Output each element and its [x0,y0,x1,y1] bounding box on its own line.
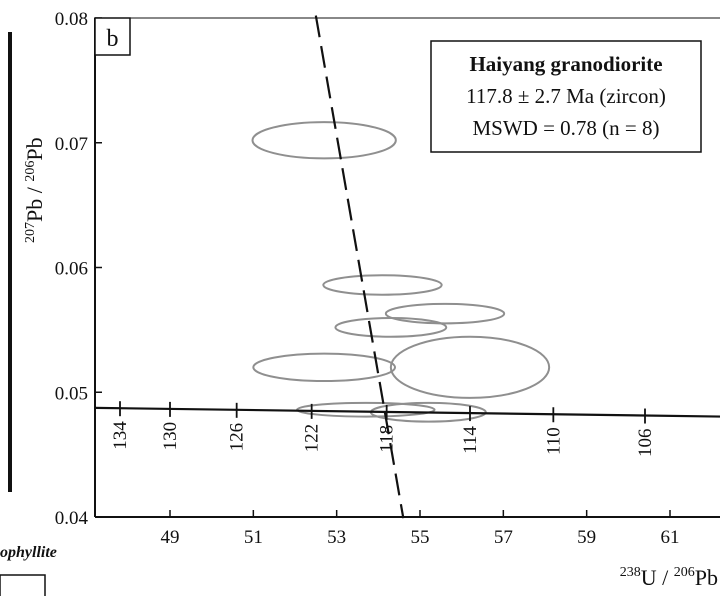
y-tick-label: 0.06 [55,259,88,280]
legend-mswd: MSWD = 0.78 (n = 8) [472,116,659,140]
age-label: 134 [110,421,131,450]
regression-lines [94,15,721,519]
x-axis-label: 238U / 206Pb [620,565,718,590]
age-label: 118 [377,425,398,453]
y-tick-label: 0.08 [55,9,88,30]
x-tick-label: 59 [577,527,596,548]
data-ellipse [384,302,506,325]
concordia-age-marks: 134 130 126 122 118 114 110 106 [110,401,656,457]
data-ellipse [251,121,397,160]
data-ellipse [389,335,551,399]
left-fragment-text: ophyllite [0,544,57,561]
panel-label-box [94,17,131,56]
y-axis-label: 207Pb / 206Pb [22,137,47,243]
age-label: 110 [543,427,564,455]
discordia-line [314,15,405,519]
panel-label: b [107,26,119,52]
x-axis-ticks: 49 51 53 55 57 59 61 [161,510,680,548]
legend-box [430,40,702,153]
concordia-curve [94,406,721,418]
y-tick-label: 0.04 [55,508,89,529]
data-ellipse [252,352,396,383]
data-ellipse [296,401,436,418]
x-tick-label: 55 [411,527,430,548]
error-ellipses [251,121,551,423]
age-label: 126 [227,423,248,452]
age-label: 130 [160,422,181,451]
age-label: 106 [635,429,656,458]
x-tick-label: 49 [161,527,180,548]
y-tick-label: 0.05 [55,383,88,404]
legend-title: Haiyang granodiorite [469,52,662,76]
left-fragment-box [0,574,46,596]
x-tick-label: 51 [244,527,263,548]
y-tick-label: 0.07 [55,134,88,155]
y-axis-ticks: 0.04 0.05 0.06 0.07 0.08 [55,9,102,529]
legend-age: 117.8 ± 2.7 Ma (zircon) [466,84,666,108]
x-tick-label: 57 [494,527,513,548]
data-ellipse [322,274,443,296]
age-label: 122 [302,424,323,453]
data-ellipse [334,317,448,338]
x-tick-label: 53 [327,527,346,548]
age-label: 114 [460,426,481,454]
x-tick-label: 61 [661,527,680,548]
